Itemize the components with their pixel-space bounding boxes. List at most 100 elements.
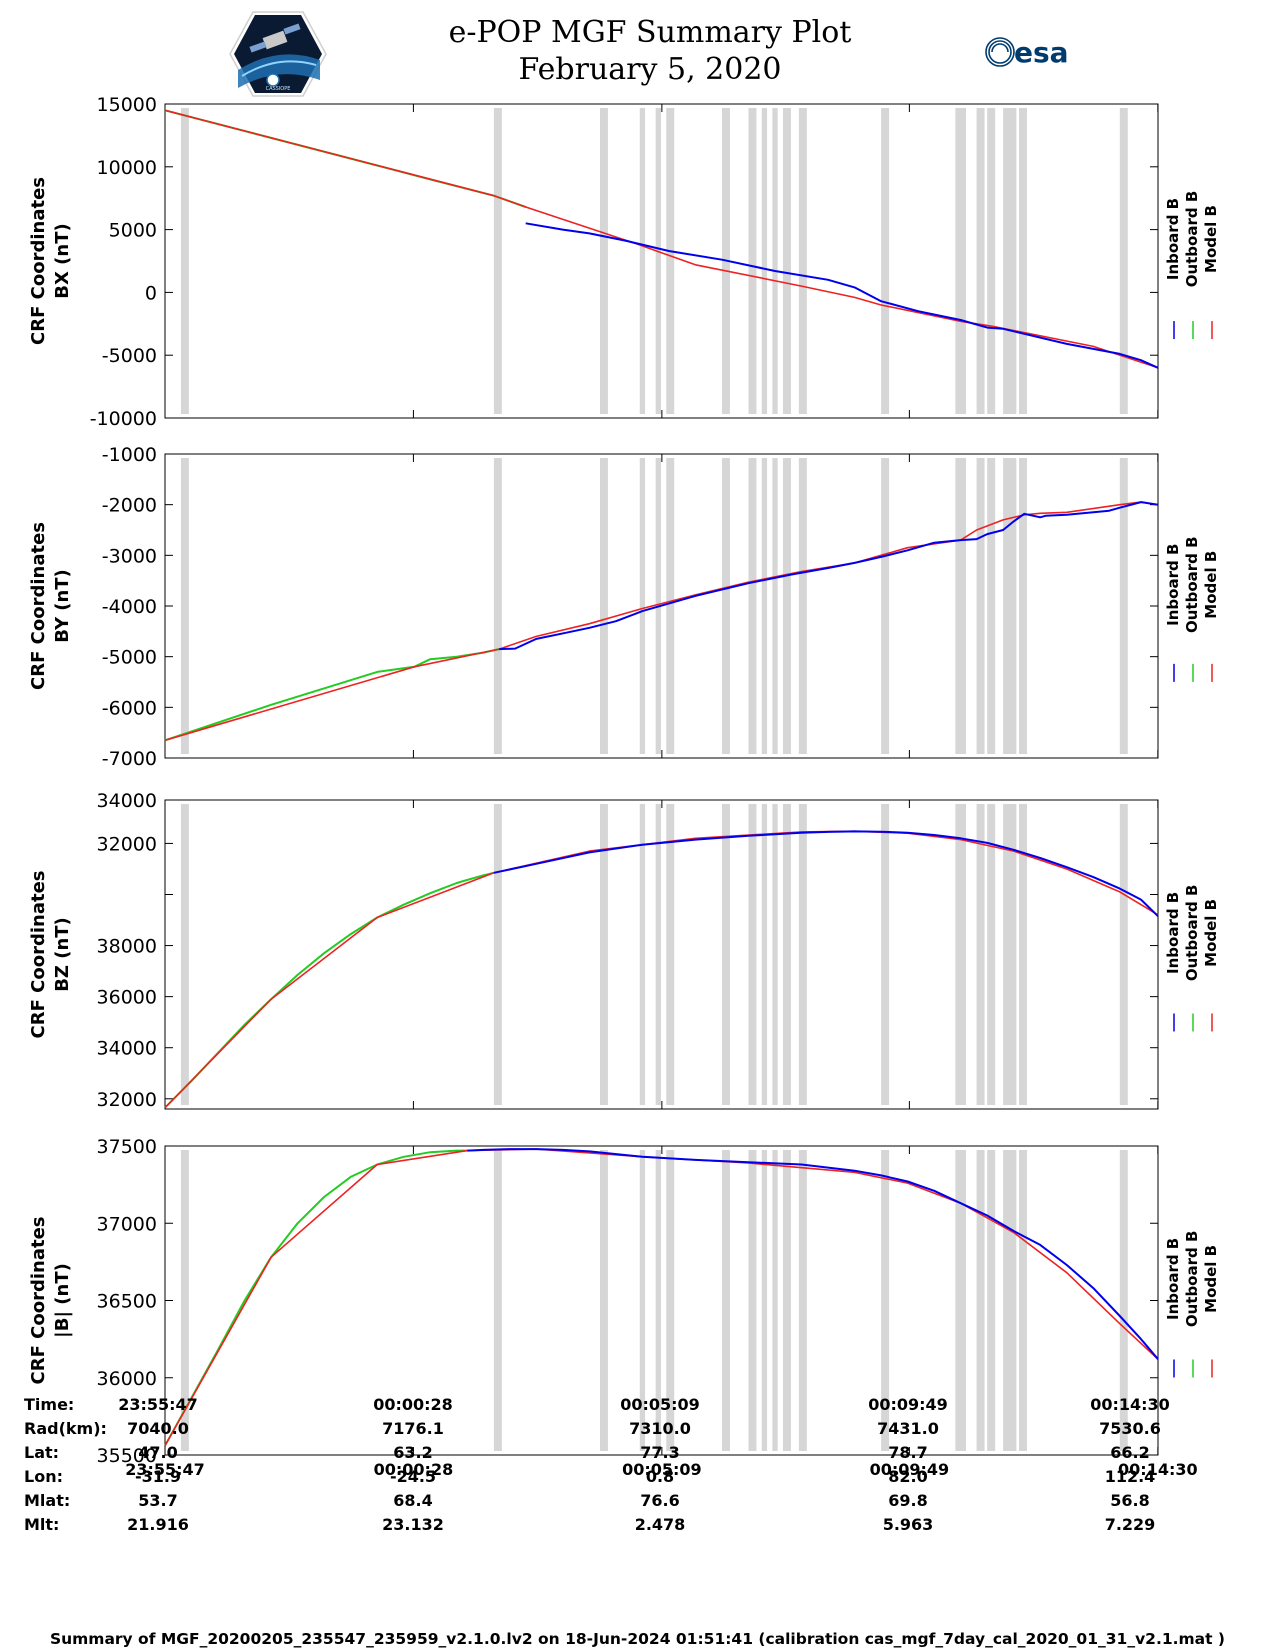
ephem-value: 21.916 xyxy=(127,1515,189,1534)
ephem-value: 78.7 xyxy=(888,1443,928,1462)
data-gap-band xyxy=(666,108,675,414)
data-gap-band xyxy=(666,458,675,754)
esa-logo-text: esa xyxy=(1014,36,1069,69)
series-line-outboard-b xyxy=(164,648,500,742)
legend-label: Inboard B xyxy=(1164,1238,1182,1320)
data-gap-band xyxy=(180,804,189,1105)
data-gap-band xyxy=(987,1150,996,1451)
y-tick-label: -7000 xyxy=(102,748,157,770)
y-tick-label: 37500 xyxy=(97,1136,157,1158)
ephem-value: 2.478 xyxy=(634,1515,686,1534)
ephem-value: 56.8 xyxy=(1110,1491,1150,1510)
legend-label: Model B xyxy=(1202,205,1220,273)
y-axis-label: BX (nT) xyxy=(52,223,73,298)
data-gap-band xyxy=(639,1150,646,1451)
esa-logo-icon: esa xyxy=(985,36,1069,69)
y-axis-label: CRF Coordinates xyxy=(28,177,49,345)
y-tick-label: 36500 xyxy=(97,1291,157,1313)
ephem-value: 00:05:09 xyxy=(620,1395,700,1414)
data-gap-band xyxy=(666,804,675,1105)
legend-label: Outboard B xyxy=(1183,885,1201,982)
data-gap-band xyxy=(721,1150,730,1451)
y-axis-label: |B| (nT) xyxy=(52,1263,73,1338)
y-tick-label: -6000 xyxy=(102,697,157,719)
ephem-label-lon: Lon: xyxy=(24,1467,63,1486)
legend-label: Inboard B xyxy=(1164,544,1182,626)
data-gap-band xyxy=(599,804,608,1105)
data-gap-band xyxy=(976,1150,985,1451)
data-gap-band xyxy=(976,804,985,1105)
data-gap-band xyxy=(881,108,890,414)
data-gap-band xyxy=(772,1150,778,1451)
data-gap-band xyxy=(1119,108,1128,414)
ephem-value: 112.4 xyxy=(1104,1467,1156,1486)
data-gap-band xyxy=(721,804,730,1105)
y-tick-label: 37000 xyxy=(97,1213,157,1235)
casiope-logo-icon: CASSIOPE xyxy=(229,11,327,97)
ephem-value: 5.963 xyxy=(882,1515,934,1534)
y-axis-label: CRF Coordinates xyxy=(28,871,49,1039)
y-tick-label: -10000 xyxy=(90,408,157,430)
data-gap-band xyxy=(1119,458,1128,754)
data-gap-band xyxy=(1003,1150,1017,1451)
data-gap-band xyxy=(493,108,502,414)
data-gap-band xyxy=(655,804,661,1105)
data-gap-band xyxy=(666,1150,675,1451)
data-gap-band xyxy=(1003,108,1017,414)
legend-label: Outboard B xyxy=(1183,536,1201,633)
data-gap-band xyxy=(881,804,890,1105)
x-tick-label: 00:14:30 xyxy=(1118,1460,1198,1479)
ephem-value: 66.2 xyxy=(1110,1443,1150,1462)
data-gap-band xyxy=(180,458,189,754)
y-tick-label: 34000 xyxy=(97,1038,157,1060)
data-gap-band xyxy=(976,108,985,414)
data-gap-band xyxy=(772,108,778,414)
ephem-value: 00:14:30 xyxy=(1090,1395,1170,1414)
x-tick-label: 00:05:09 xyxy=(622,1460,702,1479)
data-gap-band xyxy=(639,804,646,1105)
data-gap-band xyxy=(1019,108,1027,414)
footer-caption: Summary of MGF_20200205_235547_235959_v2… xyxy=(49,1630,1226,1648)
ephem-value: 47.0 xyxy=(138,1443,178,1462)
data-gap-band xyxy=(1019,804,1027,1105)
y-tick-label: 32000 xyxy=(97,1089,157,1111)
ephem-value: 53.7 xyxy=(138,1491,178,1510)
data-gap-band xyxy=(748,108,757,414)
ephem-value: 7176.1 xyxy=(382,1419,444,1438)
data-gap-band xyxy=(599,1150,608,1451)
data-gap-band xyxy=(1019,1150,1027,1451)
data-gap-band xyxy=(881,1150,890,1451)
data-gap-band xyxy=(798,804,807,1105)
data-gap-band xyxy=(798,1150,807,1451)
y-axis-label: CRF Coordinates xyxy=(28,1217,49,1385)
casiope-logo-caption: CASSIOPE xyxy=(266,86,291,92)
data-gap-band xyxy=(782,108,791,414)
ephem-value: 7431.0 xyxy=(877,1419,939,1438)
data-gap-band xyxy=(955,804,966,1105)
data-gap-band xyxy=(493,1150,502,1451)
ephem-value: 69.8 xyxy=(888,1491,928,1510)
ephem-value: 7040.0 xyxy=(127,1419,189,1438)
ephem-value: 23.132 xyxy=(382,1515,444,1534)
ephem-value: 76.6 xyxy=(640,1491,680,1510)
ephem-label-rad: Rad(km): xyxy=(24,1419,107,1438)
ephem-value: 77.3 xyxy=(640,1443,680,1462)
ephem-value: -31.9 xyxy=(134,1467,182,1486)
data-gap-band xyxy=(1003,804,1017,1105)
ephem-value: 00:00:28 xyxy=(373,1395,453,1414)
y-tick-label: 10000 xyxy=(97,157,157,179)
y-tick-label: 35500 xyxy=(97,1445,157,1467)
data-gap-band xyxy=(798,458,807,754)
data-gap-band xyxy=(987,458,996,754)
data-gap-band xyxy=(748,804,757,1105)
ephem-value: 82.0 xyxy=(888,1467,928,1486)
ephem-value: 7310.0 xyxy=(629,1419,691,1438)
title-text: e-POP MGF Summary Plot xyxy=(448,15,852,50)
legend-label: Model B xyxy=(1202,1245,1220,1313)
data-gap-band xyxy=(1019,458,1027,754)
data-gap-band xyxy=(955,458,966,754)
series-line-model-b xyxy=(164,1148,1159,1447)
ephem-value: 0.8 xyxy=(645,1467,675,1486)
data-gap-band xyxy=(655,1150,661,1451)
ephem-label-mlt: Mlt: xyxy=(24,1515,60,1534)
